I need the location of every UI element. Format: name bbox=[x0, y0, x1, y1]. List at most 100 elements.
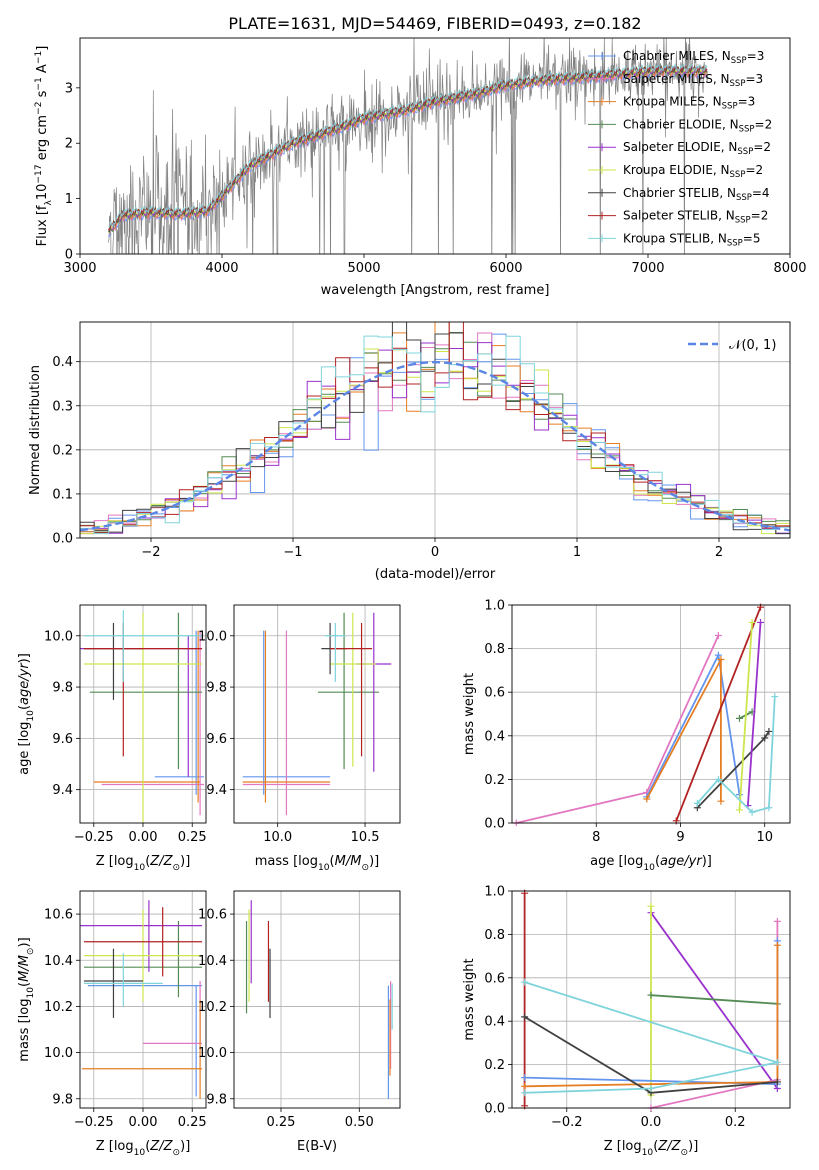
legend-entry: Chabrier STELIB, NSSP=4 bbox=[623, 186, 770, 203]
x-tick-label: 10 bbox=[756, 830, 773, 845]
x-tick-label: 0.00 bbox=[129, 1115, 158, 1130]
y-tick-label: 3 bbox=[65, 81, 73, 96]
y-tick-label: 0.0 bbox=[52, 532, 73, 547]
y-tick-label: 0.2 bbox=[484, 773, 505, 788]
x-axis-label: wavelength [Angstrom, rest frame] bbox=[321, 283, 550, 298]
y-tick-label: 9.4 bbox=[52, 783, 73, 798]
series-marker-5 bbox=[521, 1074, 529, 1082]
series-marker-4 bbox=[735, 714, 743, 722]
series-marker-6 bbox=[773, 941, 781, 949]
y-tick-label: 10.2 bbox=[198, 1000, 227, 1015]
y-tick-label: 10.4 bbox=[44, 954, 73, 969]
series-line-6 bbox=[747, 622, 762, 806]
legend-entry: Kroupa ELODIE, NSSP=2 bbox=[623, 163, 763, 180]
model-spectrum-0 bbox=[108, 70, 708, 238]
y-axis-label: age [log10(age/yr)] bbox=[17, 653, 36, 775]
line-plot bbox=[512, 603, 779, 826]
y-tick-label: 0.4 bbox=[484, 729, 505, 744]
series-marker-1 bbox=[735, 791, 743, 799]
x-axis-label: mass [log10(M/M⊙)] bbox=[255, 854, 379, 873]
mass-vs-Z-panel: −0.25 0.00 0.25 9.8 10.0 10.2 10.4 10.6 Z [log10… bbox=[17, 890, 207, 1158]
x-axis-label: E(B-V) bbox=[297, 1139, 337, 1154]
axes-frame bbox=[511, 604, 791, 824]
x-tick-label: 7000 bbox=[631, 261, 664, 276]
y-tick-label: 0.0 bbox=[484, 1102, 505, 1117]
series-marker-8 bbox=[748, 808, 756, 816]
y-tick-label: 9.6 bbox=[52, 732, 73, 747]
x-tick-label: 3000 bbox=[63, 261, 96, 276]
series-marker-3 bbox=[761, 734, 769, 742]
age-vs-Z-panel: −0.25 0.00 0.25 9.4 9.6 9.8 10.0 Z [log10(Z/Z⊙)… bbox=[17, 604, 207, 873]
x-tick-label: 0.25 bbox=[178, 1115, 207, 1130]
series-marker-3 bbox=[765, 727, 773, 735]
series-marker-6 bbox=[757, 618, 765, 626]
legend-entry: Chabrier MILES, NSSP=3 bbox=[623, 49, 764, 66]
y-tick-label: 0.6 bbox=[484, 971, 505, 986]
errorbar-plot bbox=[80, 610, 205, 823]
x-tick-label: −2 bbox=[141, 545, 160, 560]
x-tick-label: 0.00 bbox=[129, 830, 158, 845]
y-tick-label: 10.6 bbox=[44, 908, 73, 923]
x-axis-label: Z [log10(Z/Z⊙)] bbox=[604, 1139, 699, 1158]
errorbar-plot bbox=[242, 612, 392, 816]
series-marker-7 bbox=[521, 1013, 529, 1021]
y-tick-label: 10.4 bbox=[198, 954, 227, 969]
y-tick-label: 9.4 bbox=[206, 783, 227, 798]
massweight-vs-age-panel: 8 9 10 0.0 0.2 0.4 0.6 0.8 1.0 age [log10(age/yr)… bbox=[462, 599, 791, 873]
series-marker-7 bbox=[735, 806, 743, 814]
model-spectrum-7 bbox=[108, 63, 708, 231]
y-tick-label: 10.0 bbox=[44, 1046, 73, 1061]
x-tick-label: −0.2 bbox=[551, 1115, 583, 1130]
y-tick-label: 0.8 bbox=[484, 928, 505, 943]
model-spectrum-6 bbox=[108, 64, 708, 234]
series-marker-7 bbox=[748, 618, 756, 626]
y-tick-label: 9.6 bbox=[206, 732, 227, 747]
x-tick-label: 0.25 bbox=[267, 1115, 296, 1130]
y-axis-label: mass [log10(M/M⊙)] bbox=[17, 937, 36, 1061]
y-tick-label: 10.0 bbox=[198, 629, 227, 644]
y-tick-label: 10.6 bbox=[198, 908, 227, 923]
y-tick-label: 0 bbox=[65, 248, 73, 263]
legend-entry: Salpeter STELIB, NSSP=2 bbox=[623, 209, 768, 226]
x-tick-label: 10.5 bbox=[351, 830, 380, 845]
y-tick-label: 0.6 bbox=[484, 686, 505, 701]
series-line-5 bbox=[675, 606, 762, 822]
y-tick-label: 0.1 bbox=[52, 487, 73, 502]
y-tick-label: 0.8 bbox=[484, 642, 505, 657]
histogram-plot bbox=[80, 322, 790, 535]
series-line-8 bbox=[524, 981, 781, 1094]
x-tick-label: 5000 bbox=[347, 261, 380, 276]
errorbar-plot bbox=[245, 900, 393, 1099]
axes-frame bbox=[233, 604, 401, 824]
series-line-7 bbox=[738, 622, 753, 810]
axes-frame bbox=[79, 890, 207, 1109]
y-tick-label: 0.0 bbox=[484, 817, 505, 832]
spectrum-legend: Chabrier MILES, NSSP=3 Salpeter MILES, NS… bbox=[588, 49, 772, 248]
x-tick-label: 0.0 bbox=[641, 1115, 662, 1130]
grid-lines bbox=[234, 891, 400, 1108]
normal-curve bbox=[80, 360, 790, 532]
y-tick-label: 0.3 bbox=[52, 399, 73, 414]
series-marker-2 bbox=[717, 656, 725, 663]
legend-entry: Salpeter MILES, NSSP=3 bbox=[623, 72, 763, 89]
x-tick-label: 0.2 bbox=[725, 1115, 746, 1130]
x-tick-label: 8000 bbox=[773, 261, 806, 276]
series-line-1 bbox=[650, 912, 779, 1090]
series-marker-8 bbox=[647, 1084, 655, 1092]
x-tick-label: 9 bbox=[676, 830, 684, 845]
x-tick-label: 6000 bbox=[489, 261, 522, 276]
x-axis-label: Z [log10(Z/Z⊙)] bbox=[96, 1139, 191, 1158]
y-tick-label: 9.8 bbox=[52, 681, 73, 696]
y-tick-label: 1.0 bbox=[484, 599, 505, 614]
axes-frame bbox=[79, 604, 207, 824]
spectrum-plot bbox=[107, 38, 708, 254]
series-marker-8 bbox=[714, 775, 722, 783]
series-marker-8 bbox=[521, 978, 529, 986]
x-tick-label: 0 bbox=[431, 545, 439, 560]
legend-entry: Kroupa MILES, NSSP=3 bbox=[623, 95, 755, 112]
series-marker-8 bbox=[521, 1089, 529, 1097]
series-marker-6 bbox=[521, 1082, 529, 1090]
series-marker-4 bbox=[773, 917, 781, 925]
series-marker-2 bbox=[647, 902, 655, 910]
